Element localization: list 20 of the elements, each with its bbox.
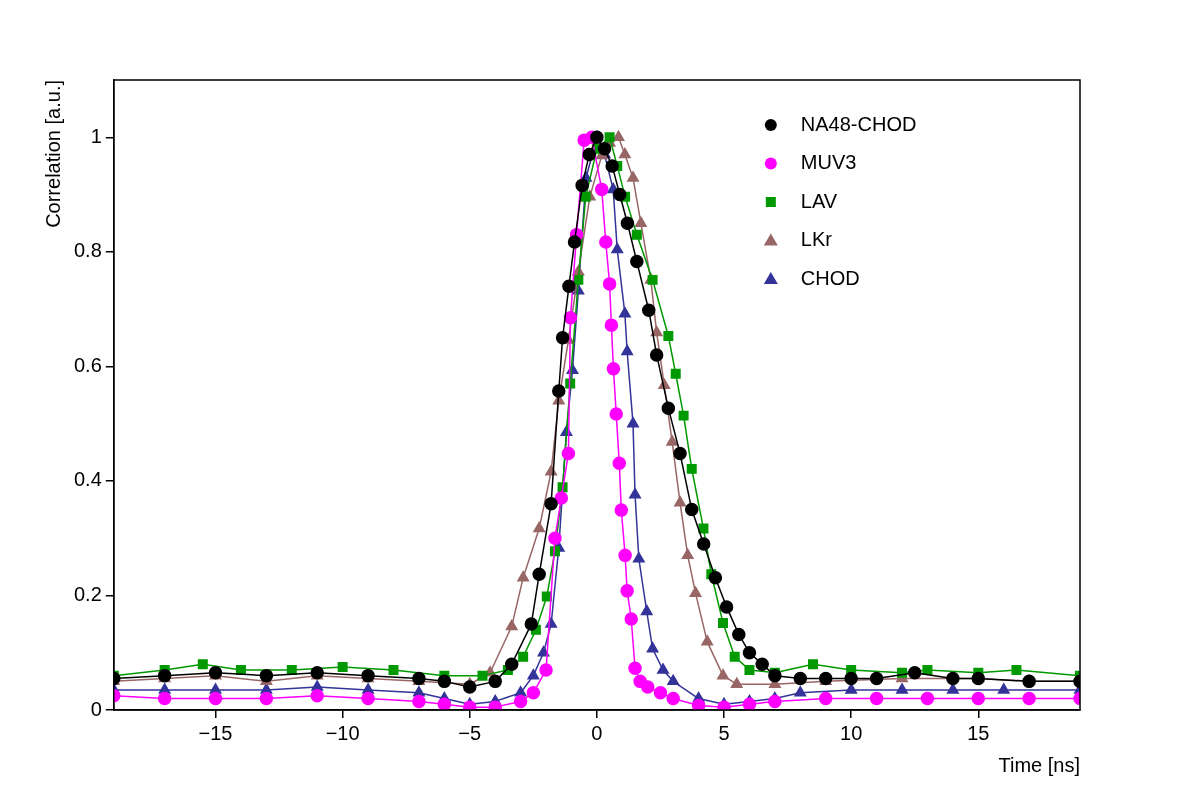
legend-label: CHOD bbox=[800, 266, 860, 289]
x-axis-title: Time [ns] bbox=[998, 753, 1080, 776]
x-tick-label: 0 bbox=[591, 721, 603, 744]
x-tick-label: 15 bbox=[967, 721, 990, 744]
legend-label: LKr bbox=[800, 228, 833, 251]
legend-label: LAV bbox=[800, 189, 838, 212]
y-axis-title: Correlation [a.u.] bbox=[41, 80, 64, 228]
y-tick-label: 0.2 bbox=[73, 582, 102, 605]
legend-label: MUV3 bbox=[800, 151, 857, 174]
x-tick-label: −15 bbox=[198, 721, 233, 744]
legend-label: NA48-CHOD bbox=[800, 112, 917, 135]
x-tick-label: 10 bbox=[840, 721, 863, 744]
x-tick-label: −10 bbox=[325, 721, 360, 744]
y-tick-label: 0 bbox=[90, 697, 102, 720]
y-tick-label: 0.4 bbox=[73, 468, 102, 491]
y-tick-label: 0.8 bbox=[73, 239, 102, 262]
y-tick-label: 0.6 bbox=[73, 353, 102, 376]
x-tick-label: 5 bbox=[718, 721, 730, 744]
x-tick-label: −5 bbox=[458, 721, 482, 744]
y-tick-label: 1 bbox=[90, 124, 102, 147]
